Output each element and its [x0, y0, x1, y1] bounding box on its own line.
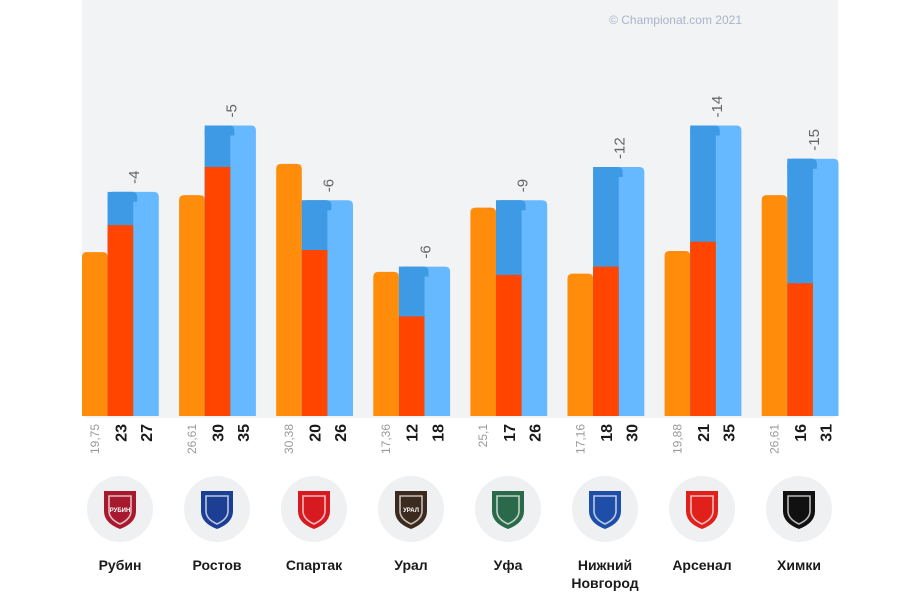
bar-orange: [179, 195, 205, 416]
ural-logo-icon: УРАЛ: [378, 476, 444, 542]
value-label: 17: [502, 424, 519, 442]
value-label: 21: [696, 424, 713, 442]
bar-blue-dark-cap: [690, 125, 720, 136]
bar-blue-dark-cap: [301, 200, 332, 211]
value-label: 12: [405, 424, 422, 442]
ufa-logo-icon: [475, 476, 541, 542]
club-name: Ростов: [162, 556, 272, 574]
value-label: 27: [139, 424, 156, 442]
value-label: 16: [793, 424, 810, 442]
value-label: 20: [308, 424, 325, 442]
club-item: РУБИН Рубин: [65, 476, 175, 574]
value-label: 19,75: [88, 424, 102, 454]
club-item: Уфа: [453, 476, 563, 574]
bar-orange: [761, 195, 788, 416]
value-label: 30,38: [282, 424, 296, 454]
value-label: 35: [236, 424, 253, 442]
value-label: 19,88: [670, 424, 684, 454]
bar-red: [107, 225, 134, 416]
value-label: 25,1: [476, 424, 490, 448]
nizhny-novgorod-logo-icon: [572, 476, 638, 542]
value-label: 35: [722, 424, 739, 442]
club-name-line: Урал: [394, 557, 428, 573]
club-item: Арсенал: [647, 476, 757, 574]
chart-svg: -4 19,75 23 27 -5 26,61 30 35 -6 30,38 20 26 -6 17,36…: [82, 96, 839, 454]
club-name: Нижний Новгород: [550, 556, 660, 592]
bar-blue-dark-cap: [593, 167, 623, 177]
bar-blue-dark-cap: [398, 266, 429, 277]
spartak-logo-icon: [281, 476, 347, 542]
difference-label: -6: [320, 179, 337, 192]
difference-label: -15: [806, 129, 823, 151]
club-name-line: Арсенал: [672, 557, 732, 573]
club-name: Урал: [356, 556, 466, 574]
difference-label: -14: [709, 96, 726, 118]
club-item: Спартак: [259, 476, 369, 574]
bar-blue-dark-cap: [204, 125, 235, 136]
bar-red: [496, 274, 522, 416]
bar-orange: [664, 250, 691, 416]
svg-text:РУБИН: РУБИН: [110, 508, 131, 514]
value-label: 26,61: [768, 424, 782, 454]
bar-orange: [276, 163, 302, 416]
value-label: 18: [430, 424, 447, 442]
bar-blue-dark-cap: [107, 191, 138, 202]
bar-red: [593, 266, 619, 416]
bar-blue-dark-cap: [496, 200, 526, 211]
club-name-line: Ростов: [192, 557, 242, 573]
bar-red: [398, 316, 425, 416]
club-name-line: Химки: [777, 557, 821, 573]
club-name: Химки: [744, 556, 854, 574]
club-item: Нижний Новгород: [550, 476, 660, 592]
club-name-line: Нижний: [577, 557, 633, 573]
difference-label: -4: [126, 171, 143, 184]
bar-orange: [373, 271, 399, 416]
rubin-logo-icon: РУБИН: [87, 476, 153, 542]
value-label: 30: [211, 424, 228, 442]
club-name-line: Спартак: [285, 557, 343, 573]
difference-label: -6: [418, 245, 435, 258]
club-item: Химки: [744, 476, 854, 574]
club-name: Спартак: [259, 556, 369, 574]
bar-red: [787, 283, 813, 416]
club-name: Арсенал: [647, 556, 757, 574]
club-item: Ростов: [162, 476, 272, 574]
club-name: Рубин: [65, 556, 175, 574]
value-label: 30: [625, 424, 642, 442]
club-item: УРАЛ Урал: [356, 476, 466, 574]
bar-blue-dark-cap: [787, 158, 817, 169]
club-name-line: Рубин: [98, 557, 142, 573]
difference-label: -9: [515, 179, 532, 192]
arsenal-logo-icon: [669, 476, 735, 542]
svg-text:УРАЛ: УРАЛ: [403, 508, 419, 514]
value-label: 17,36: [379, 424, 393, 454]
bar-red: [204, 167, 231, 416]
bar-orange: [82, 252, 108, 416]
value-label: 23: [113, 424, 130, 442]
bar-orange: [470, 207, 496, 416]
value-label: 17,16: [573, 424, 587, 454]
difference-label: -5: [223, 104, 240, 117]
value-label: 31: [819, 424, 836, 442]
copyright-text: © Championat.com 2021: [609, 13, 742, 27]
value-label: 26: [333, 424, 350, 442]
value-label: 26: [527, 424, 544, 442]
rostov-logo-icon: [184, 476, 250, 542]
difference-label: -12: [612, 137, 629, 159]
club-name-line: Уфа: [493, 557, 523, 573]
value-label: 26,61: [185, 424, 199, 454]
bar-red: [690, 241, 716, 416]
value-label: 18: [599, 424, 616, 442]
khimki-logo-icon: [766, 476, 832, 542]
club-name-line: Новгород: [571, 575, 639, 591]
bar-red: [301, 250, 328, 416]
bar-orange: [567, 273, 594, 416]
club-name: Уфа: [453, 556, 563, 574]
club-row: РУБИН Рубин Ростов Спартак УРАЛ Урал Уфа: [0, 476, 920, 614]
